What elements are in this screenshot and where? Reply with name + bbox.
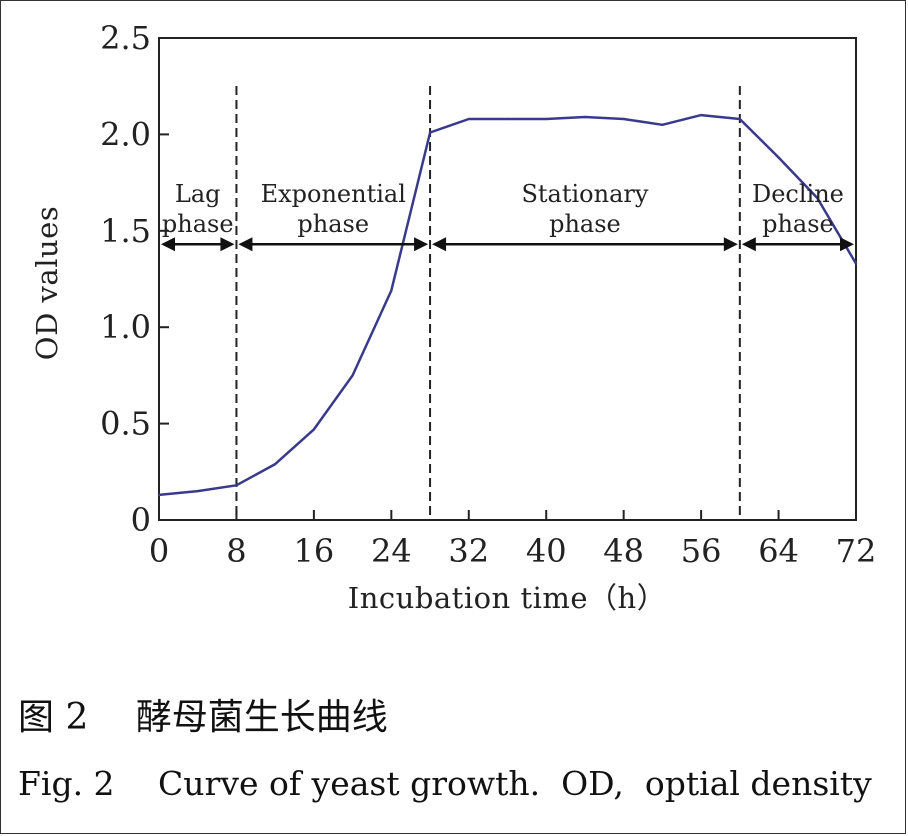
- data-point: [196, 489, 199, 493]
- phase-label: Decline: [752, 180, 844, 208]
- arrowhead: [220, 237, 235, 252]
- x-axis: 0 8 16 24 32 40 48 56 64 72: [149, 510, 877, 570]
- x-tick-label: 24: [371, 532, 412, 570]
- x-tick-label: 72: [836, 532, 877, 570]
- x-tick-label: 8: [226, 532, 246, 570]
- data-point: [351, 374, 354, 377]
- x-tick-label: 64: [758, 532, 799, 570]
- y-tick-label: 0.5: [100, 405, 151, 443]
- x-tick-label: 40: [526, 532, 567, 570]
- data-point: [235, 484, 238, 487]
- arrowhead: [414, 237, 429, 252]
- data-point: [777, 156, 780, 159]
- y-tick-label: 2.5: [100, 19, 151, 57]
- arrowhead: [432, 237, 447, 252]
- arrowhead: [161, 237, 175, 252]
- y-tick-label: 2.0: [100, 115, 151, 153]
- data-point: [583, 115, 587, 119]
- data-point: [506, 117, 509, 121]
- growth-curve-chart: 00.51.01.52.02.5 0 8 16 24 32 40 48 56 64 72 Lagp…: [30, 19, 877, 615]
- arrowhead: [723, 237, 738, 252]
- phase-arrows: [161, 237, 854, 252]
- data-point: [661, 123, 664, 126]
- phase-label: phase: [162, 210, 234, 238]
- data-point: [273, 462, 277, 466]
- od-growth-line: [158, 113, 858, 497]
- data-point: [428, 131, 432, 134]
- data-point: [699, 113, 703, 117]
- data-point: [622, 117, 625, 121]
- x-tick-label: 56: [681, 532, 722, 570]
- data-point: [467, 117, 470, 121]
- data-point: [157, 493, 161, 497]
- phase-labels: LagphaseExponentialphaseStationaryphaseD…: [162, 180, 844, 238]
- x-tick-label: 48: [603, 532, 644, 570]
- figure-caption-chinese: 图 2 酵母菌生长曲线: [18, 697, 388, 738]
- plot-area-border: [158, 37, 857, 521]
- phase-label: phase: [297, 210, 369, 238]
- arrowhead: [238, 237, 253, 252]
- phase-label: phase: [549, 210, 621, 238]
- arrowhead: [741, 237, 756, 252]
- data-point: [390, 289, 393, 292]
- y-axis: 0 0.5 1.0 1.5 2.0 2.5: [100, 19, 169, 539]
- x-axis-title: Incubation time（h）: [348, 581, 666, 615]
- data-point: [854, 262, 858, 265]
- phase-label: Lag: [175, 180, 221, 208]
- x-tick-label: 16: [294, 532, 335, 570]
- arrowhead: [840, 237, 854, 252]
- phase-label: phase: [762, 210, 834, 238]
- series-layer: [157, 113, 858, 497]
- phase-label: Stationary: [521, 180, 648, 208]
- x-tick-label: 0: [149, 532, 169, 570]
- y-tick-label: 1.5: [100, 212, 151, 250]
- y-tick-label: 1.0: [100, 308, 151, 346]
- phase-label: Exponential: [261, 180, 406, 208]
- x-tick-label: 32: [448, 532, 489, 570]
- phase-boundary-lines: [235, 86, 741, 520]
- y-axis-title: OD values: [30, 206, 64, 360]
- data-point: [738, 117, 742, 121]
- data-point: [816, 196, 819, 200]
- data-point: [312, 428, 316, 431]
- y-tick-label: 0: [131, 501, 151, 539]
- figure-caption-english: Fig. 2 Curve of yeast growth. OD, optial…: [18, 764, 872, 803]
- data-point: [545, 117, 548, 121]
